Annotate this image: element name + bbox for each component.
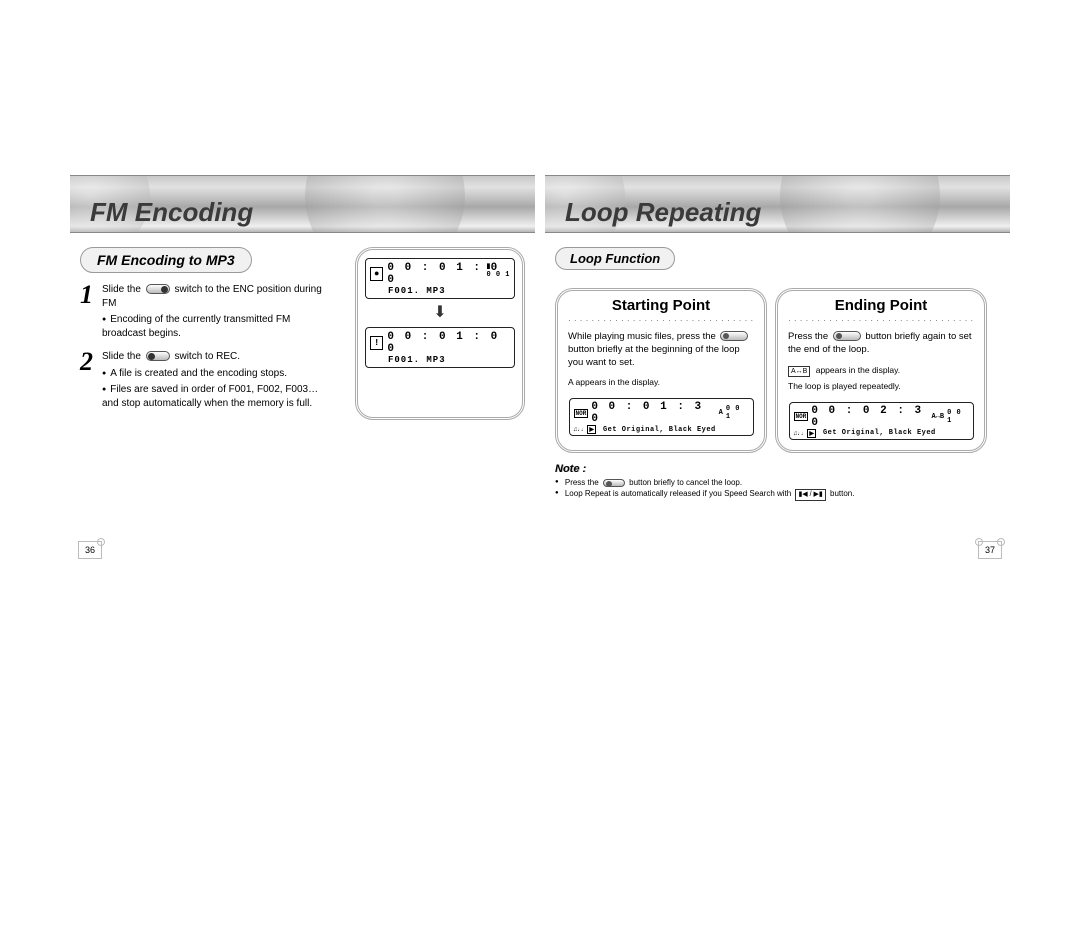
manual-spread: FM Encoding FM Encoding to MP3 1 Slide t… [70, 175, 1010, 501]
page-number-left: 36 [78, 541, 102, 559]
section-fm-encoding: FM Encoding to MP3 [80, 247, 252, 273]
lcdB-idx: 0 0 1 [947, 409, 968, 425]
down-arrow-icon: ⬇ [433, 305, 446, 321]
step2-bullet-1: Files are saved in order of F001, F002, … [102, 383, 335, 410]
exclaim-icon: ! [370, 336, 383, 350]
dots-divider: · · · · · · · · · · · · · · · · · · · · … [568, 316, 754, 325]
lcdA-idx: 0 0 1 [726, 405, 749, 421]
step2-bullet-0: A file is created and the encoding stops… [102, 367, 335, 381]
panel-starting-point: Starting Point · · · · · · · · · · · · ·… [555, 288, 767, 453]
rec-switch-icon [146, 351, 170, 361]
note-section: Note : Press the button briefly to cance… [555, 463, 1000, 501]
lcd1-file: F001. MP3 [388, 286, 510, 296]
page-right-banner: Loop Repeating [545, 175, 1010, 233]
step1-bullet-0: Encoding of the currently transmitted FM… [102, 313, 335, 340]
section-loop-function: Loop Function [555, 247, 675, 270]
dots-divider-b: · · · · · · · · · · · · · · · · · · · · … [788, 316, 974, 325]
lcd-saved: ! 0 0 : 0 1 : 0 0 F001. MP3 [365, 327, 515, 368]
page-right: Loop Repeating Loop Function Starting Po… [545, 175, 1010, 501]
eq-icon-b: ♫♩♩ [794, 430, 805, 437]
eq-icon: ♫♩♩ [574, 426, 585, 433]
panelB-text-a: Press the [788, 331, 828, 342]
rec-icon: ● [370, 267, 383, 281]
lcd2-time: 0 0 : 0 1 : 0 0 [387, 331, 510, 355]
panelA-text-a: While playing music files, press the [568, 331, 716, 342]
panelB-mini1: appears in the display. [816, 365, 900, 375]
battery-icon: ▮0 0 1 [486, 262, 510, 279]
speed-search-icon: ▮◀ / ▶▮ [795, 489, 825, 501]
panelB-mini2: The loop is played repeatedly. [788, 381, 974, 392]
steps-list: 1 Slide the switch to the ENC position d… [80, 283, 335, 410]
lcd-panelB: NOR 0 0 : 0 2 : 3 0 A↔B 0 0 1 ♫♩♩ ▶ Get … [789, 402, 974, 440]
page-left-title: FM Encoding [90, 197, 253, 228]
play-icon: ▶ [587, 425, 596, 434]
ab-button-icon-note [603, 479, 625, 487]
panelA-text-b: button briefly at the beginning of the l… [568, 344, 740, 368]
lcd2-file: F001. MP3 [388, 355, 510, 365]
page-left: FM Encoding FM Encoding to MP3 1 Slide t… [70, 175, 535, 501]
panelA-heading: Starting Point [568, 297, 754, 314]
ab-indicator-box: A↔B [788, 366, 810, 377]
note0-b: button briefly to cancel the loop. [629, 478, 742, 487]
page-right-title: Loop Repeating [565, 197, 761, 228]
note1-b: button. [830, 489, 854, 498]
ab-button-icon-b [833, 331, 861, 341]
lcdB-time: 0 0 : 0 2 : 3 0 [811, 405, 928, 429]
note0-a: Press the [565, 478, 599, 487]
lcd-display-stack: ● 0 0 : 0 1 : 0 0 ▮0 0 1 F001. MP3 ⬇ ! 0… [355, 247, 525, 420]
mode-badge: NOR [574, 409, 589, 418]
lcd-panelA: NOR 0 0 : 0 1 : 3 0 A 0 0 1 ♫♩♩ ▶ Get Or… [569, 398, 754, 436]
panelB-heading: Ending Point [788, 297, 974, 314]
panelA-mini: A appears in the display. [568, 377, 754, 388]
note1-a: Loop Repeat is automatically released if… [565, 489, 791, 498]
lcdB-marker: A↔B [932, 413, 945, 421]
lcdA-time: 0 0 : 0 1 : 3 0 [591, 401, 715, 425]
lcdA-marker: A [719, 409, 723, 417]
lcdA-track: Get Original, Black Eyed [603, 426, 716, 434]
enc-switch-icon [146, 284, 170, 294]
ab-button-icon [720, 331, 748, 341]
step2-text-b: switch to REC. [174, 351, 240, 362]
note-label: Note : [555, 463, 586, 475]
page-number-right: 37 [978, 541, 1002, 559]
panel-ending-point: Ending Point · · · · · · · · · · · · · ·… [775, 288, 987, 453]
play-icon-b: ▶ [807, 429, 816, 438]
mode-badge-b: NOR [794, 412, 809, 421]
lcd-encoding: ● 0 0 : 0 1 : 0 0 ▮0 0 1 F001. MP3 [365, 258, 515, 299]
lcdB-track: Get Original, Black Eyed [823, 429, 936, 437]
page-left-banner: FM Encoding [70, 175, 535, 233]
step-num-1: 1 [80, 283, 100, 340]
step1-text-a: Slide the [102, 284, 141, 295]
step2-text-a: Slide the [102, 351, 141, 362]
step-num-2: 2 [80, 350, 100, 410]
